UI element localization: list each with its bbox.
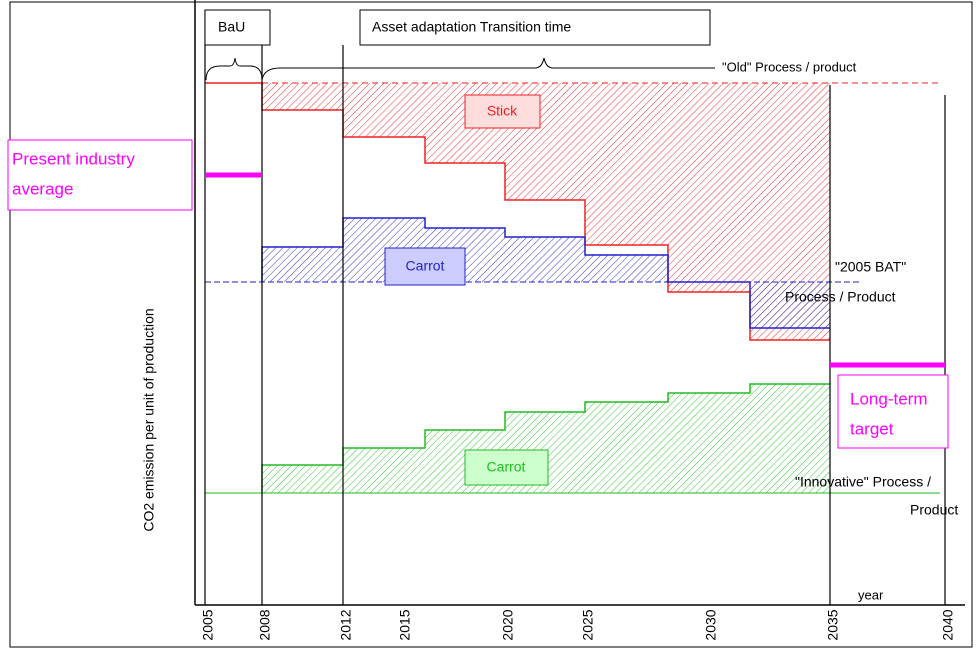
brace xyxy=(205,57,263,81)
year-label: 2015 xyxy=(397,609,413,640)
present-label: average xyxy=(12,179,73,198)
brace xyxy=(261,57,715,81)
year-label: 2040 xyxy=(940,609,956,640)
transition-label: Asset adaptation Transition time xyxy=(372,19,571,35)
y-axis-label: CO2 emission per unit of production xyxy=(141,308,157,531)
year-label: 2035 xyxy=(825,609,841,640)
stick-area xyxy=(262,83,830,340)
present-box xyxy=(7,139,193,211)
stick-label: Stick xyxy=(487,103,518,119)
transition-box xyxy=(359,9,711,46)
carrot-label: Carrot xyxy=(487,459,526,475)
stick-line xyxy=(205,82,830,341)
carrot-area xyxy=(262,384,830,493)
innovative-label: "Innovative" Process / xyxy=(795,474,931,490)
x-axis-label: year xyxy=(858,587,884,602)
year-label: 2008 xyxy=(257,609,273,640)
present-label: Present industry xyxy=(12,149,135,168)
year-label: 2005 xyxy=(200,609,216,640)
stick-box xyxy=(464,94,541,129)
year-label: 2020 xyxy=(500,609,516,640)
target-label: Long-term xyxy=(850,389,927,408)
carrot-box xyxy=(384,247,466,286)
bau-box xyxy=(204,9,271,46)
bat-label: "2005 BAT" xyxy=(835,259,906,275)
year-label: 2025 xyxy=(580,609,596,640)
bau-label: BaU xyxy=(218,19,245,35)
target-label: target xyxy=(850,419,894,438)
carrot-box xyxy=(464,449,549,486)
carrot-label: Carrot xyxy=(406,258,445,274)
frame xyxy=(9,1,973,648)
bat-label: Process / Product xyxy=(785,289,896,305)
old-label: "Old" Process / product xyxy=(722,59,857,74)
year-label: 2012 xyxy=(338,609,354,640)
carrot-area xyxy=(750,282,830,328)
target-box xyxy=(837,374,949,449)
year-label: 2030 xyxy=(703,609,719,640)
innovative-label: Product xyxy=(910,502,958,518)
